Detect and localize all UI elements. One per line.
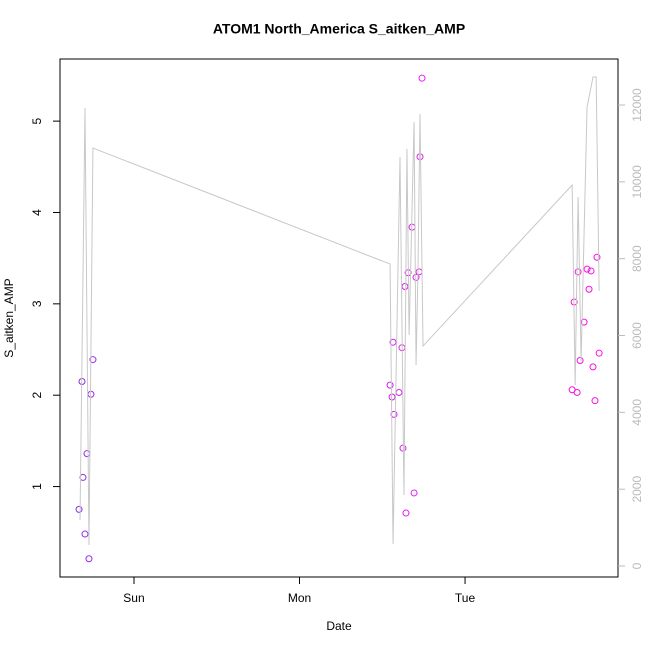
y2-tick-label: 2000 bbox=[630, 476, 644, 503]
point bbox=[412, 273, 420, 281]
y2-tick-label: 4000 bbox=[630, 399, 644, 426]
x-tick-label: Tue bbox=[455, 591, 476, 605]
point bbox=[587, 267, 595, 275]
point bbox=[415, 268, 423, 276]
y-tick-label: 4 bbox=[30, 209, 44, 216]
point bbox=[89, 356, 97, 364]
point bbox=[585, 285, 593, 293]
point bbox=[591, 397, 599, 405]
point bbox=[580, 318, 588, 326]
y-axis-label: S_aitken_AMP bbox=[2, 278, 16, 357]
point bbox=[589, 363, 597, 371]
y2-tick-label: 12000 bbox=[630, 88, 644, 122]
x-axis-label: Date bbox=[326, 619, 352, 633]
point bbox=[389, 338, 397, 346]
y-tick-label: 3 bbox=[30, 300, 44, 307]
point bbox=[573, 388, 581, 396]
point bbox=[79, 473, 87, 481]
y2-tick-label: 10000 bbox=[630, 165, 644, 199]
point bbox=[75, 505, 83, 513]
point bbox=[390, 410, 398, 418]
x-tick-label: Mon bbox=[288, 591, 311, 605]
point bbox=[401, 282, 409, 290]
point bbox=[583, 265, 591, 273]
y2-tick-label: 6000 bbox=[630, 322, 644, 349]
x-tick-label: Sun bbox=[123, 591, 144, 605]
point bbox=[595, 349, 603, 357]
point bbox=[418, 74, 426, 82]
point bbox=[388, 393, 396, 401]
y-tick-label: 2 bbox=[30, 392, 44, 399]
point bbox=[83, 450, 91, 458]
y2-tick-label: 8000 bbox=[630, 245, 644, 272]
y-tick-label: 1 bbox=[30, 483, 44, 490]
point bbox=[386, 381, 394, 389]
point bbox=[416, 153, 424, 161]
point bbox=[574, 268, 582, 276]
point bbox=[85, 555, 93, 563]
y-tick-label: 5 bbox=[30, 117, 44, 124]
line bbox=[79, 76, 600, 546]
point bbox=[410, 489, 418, 497]
point bbox=[576, 356, 584, 364]
point bbox=[395, 388, 403, 396]
point bbox=[81, 530, 89, 538]
y2-tick-label: 0 bbox=[630, 562, 644, 569]
point bbox=[593, 253, 601, 261]
point bbox=[402, 509, 410, 517]
plot-frame bbox=[59, 58, 619, 578]
chart-title: ATOM1 North_America S_aitken_AMP bbox=[213, 21, 465, 37]
